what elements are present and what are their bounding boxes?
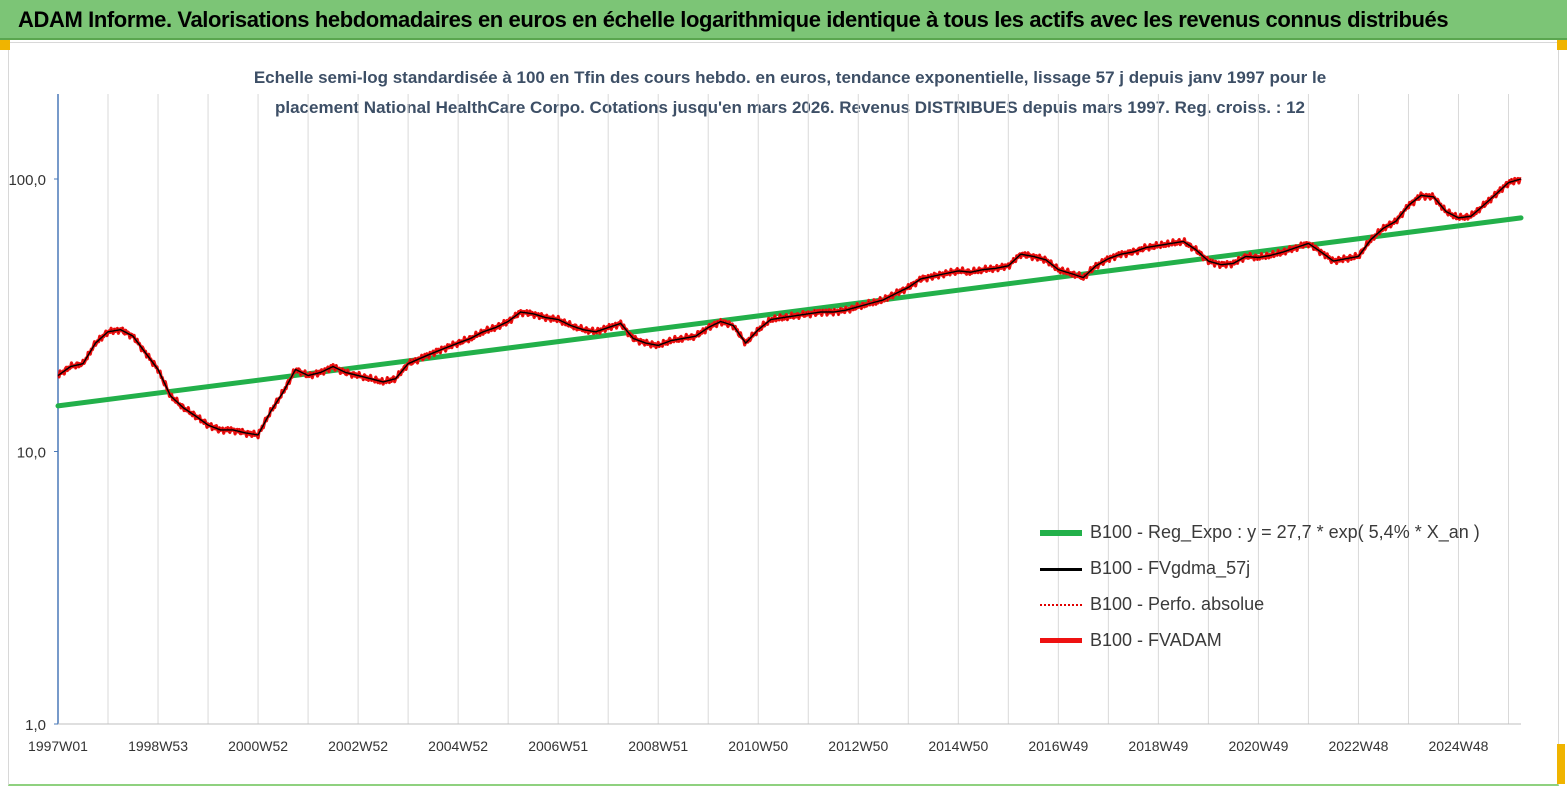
legend-swatch-perfo (1040, 604, 1082, 606)
x-tick-label: 2008W51 (628, 738, 688, 754)
corner-marker-top-right (1557, 40, 1567, 50)
report-header: ADAM Informe. Valorisations hebdomadaire… (0, 0, 1567, 40)
corner-marker-top-left (0, 40, 10, 50)
chart-frame (8, 42, 1559, 786)
legend-item-fvgdma: B100 - FVgdma_57j (1040, 556, 1540, 582)
x-tick-label: 2016W49 (1028, 738, 1088, 754)
legend-label-fvgdma: B100 - FVgdma_57j (1090, 558, 1251, 578)
x-tick-label: 2002W52 (328, 738, 388, 754)
y-tick-label: 10,0 (17, 445, 46, 462)
x-tick-label: 2024W48 (1429, 738, 1489, 754)
series-fvadam-line (57, 176, 1522, 440)
x-tick-label: 2010W50 (728, 738, 788, 754)
corner-marker-bottom-right (1557, 744, 1565, 784)
x-tick-label: 1997W01 (28, 738, 88, 754)
legend-swatch-fvadam (1040, 638, 1082, 643)
legend-label-fvadam: B100 - FVADAM (1090, 630, 1222, 650)
x-tick-label: 2006W51 (528, 738, 588, 754)
x-tick-label: 2004W52 (428, 738, 488, 754)
x-tick-label: 2014W50 (928, 738, 988, 754)
x-tick-label: 2000W52 (228, 738, 288, 754)
legend-swatch-regression (1040, 530, 1082, 536)
x-tick-label: 2022W48 (1328, 738, 1388, 754)
x-tick-label: 2020W49 (1228, 738, 1288, 754)
chart-subtitle-line2: placement National HealthCare Corpo. Cot… (274, 98, 1306, 117)
x-tick-label: 2012W50 (828, 738, 888, 754)
legend-item-regression: B100 - Reg_Expo : y = 27,7 * exp( 5,4% *… (1040, 520, 1540, 546)
series-lines (55, 176, 1524, 440)
x-tick-labels: 1997W01 1998W53 2000W52 2002W52 2004W52 2006W… (28, 738, 1489, 754)
series-fvgdma-line (57, 178, 1522, 436)
y-tick-label: 100,0 (8, 172, 46, 189)
legend-label-perfo: B100 - Perfo. absolue (1090, 594, 1265, 614)
gridlines (107, 94, 1509, 724)
chart-subtitle-line1: Echelle semi-log standardisée à 100 en T… (253, 68, 1327, 87)
series-perfo-line (57, 177, 1522, 440)
legend-item-perfo: B100 - Perfo. absolue (1040, 592, 1540, 618)
report-title: ADAM Informe. Valorisations hebdomadaire… (18, 7, 1449, 32)
x-tick-label: 1998W53 (128, 738, 188, 754)
legend-swatch-fvgdma (1040, 568, 1082, 571)
y-tick-labels: 1,0 10,0 100,0 (8, 172, 58, 734)
y-tick-label: 1,0 (25, 717, 46, 734)
x-tick-label: 2018W49 (1128, 738, 1188, 754)
legend-label-regression: B100 - Reg_Expo : y = 27,7 * exp( 5,4% *… (1090, 522, 1480, 542)
legend-item-fvadam: B100 - FVADAM (1040, 628, 1540, 654)
